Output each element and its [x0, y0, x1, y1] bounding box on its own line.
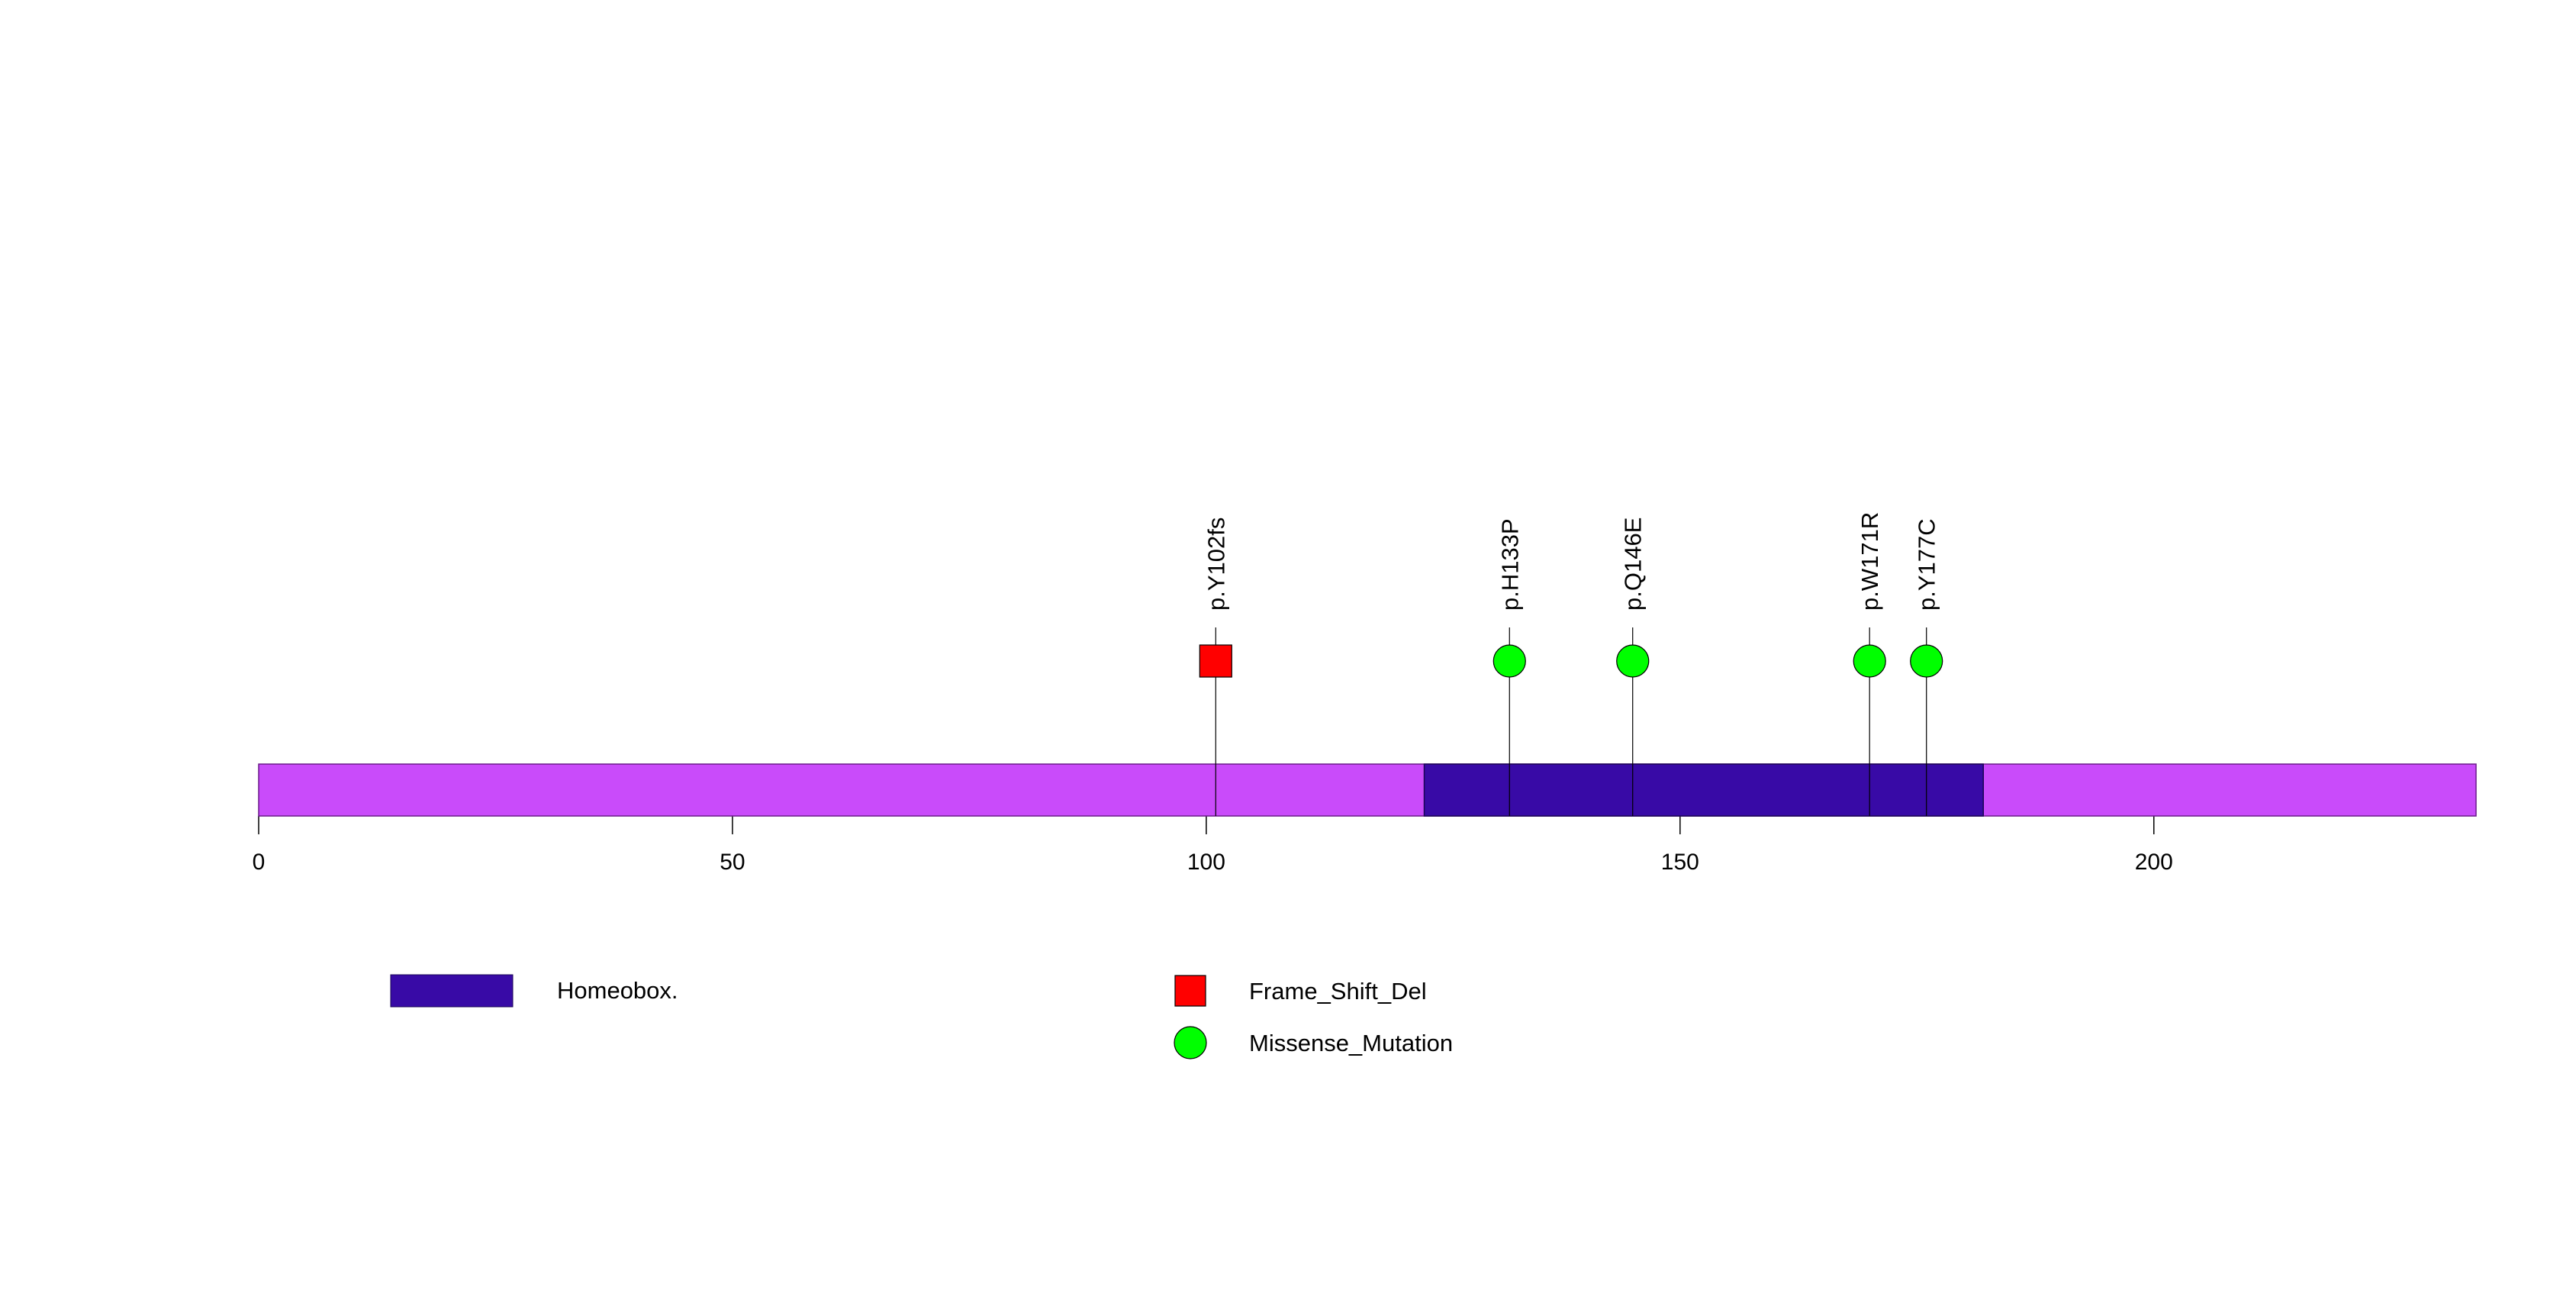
mutation-label-p-q146e: p.Q146E — [1620, 518, 1647, 611]
mutation-marker-p-y102fs[interactable] — [1199, 644, 1232, 678]
mutation-label-p-h133p: p.H133P — [1496, 518, 1523, 611]
domain-group — [1423, 763, 1984, 817]
mutation-marker-p-y177c[interactable] — [1910, 644, 1943, 678]
x-axis: 0 50 100 150 200 — [253, 816, 2173, 875]
x-tick-label-150: 150 — [1661, 850, 1699, 875]
legend-marker-missense-mutation — [1174, 1026, 1207, 1059]
x-tick-label-50: 50 — [720, 850, 745, 875]
legend-domain-swatch — [390, 974, 514, 1008]
protein-backbone — [258, 763, 2477, 817]
legend: Homeobox. Frame_Shift_Del Missense_Mutatio… — [390, 974, 1453, 1059]
legend-label-frame-shift-del: Frame_Shift_Del — [1249, 978, 1427, 1005]
protein-backbone-group — [258, 763, 2477, 817]
legend-marker-frame-shift-del — [1174, 975, 1206, 1007]
x-tick-label-200: 200 — [2135, 850, 2173, 875]
mutation-label-p-y177c: p.Y177C — [1914, 518, 1940, 611]
mutation-label-p-y102fs: p.Y102fs — [1203, 518, 1229, 611]
mutation-group: p.Y102fs p.H133P p.Q146E p.W171R p.Y177C — [1199, 512, 1943, 816]
legend-label-missense-mutation: Missense_Mutation — [1249, 1030, 1453, 1056]
mutation-marker-p-h133p[interactable] — [1492, 644, 1526, 678]
mutation-marker-p-q146e[interactable] — [1616, 644, 1650, 678]
legend-domain-label: Homeobox. — [557, 977, 678, 1004]
mutation-label-p-w171r: p.W171R — [1856, 512, 1883, 611]
x-tick-label-100: 100 — [1187, 850, 1225, 875]
mutation-marker-p-w171r[interactable] — [1853, 644, 1886, 678]
domain-homeobox — [1423, 763, 1984, 817]
x-tick-label-0: 0 — [253, 850, 266, 875]
